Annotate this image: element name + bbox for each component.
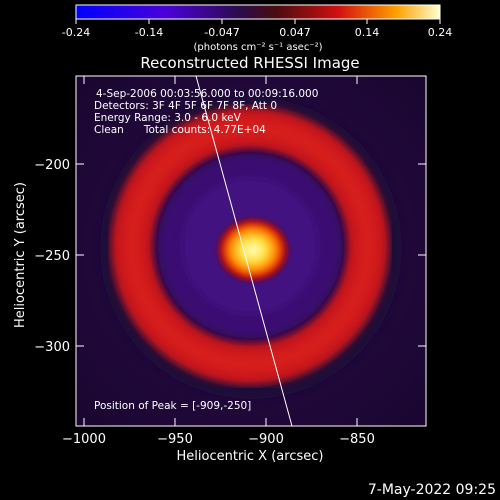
footer-timestamp: 7-May-2022 09:25 xyxy=(368,482,496,498)
peak-position: Position of Peak = [-909,-250] xyxy=(94,400,251,412)
annotation-energy: Energy Range: 3.0 - 6.0 keV xyxy=(94,112,242,124)
x-tick-label: −900 xyxy=(248,432,284,447)
colorbar-tick-label: -0.14 xyxy=(135,26,163,39)
x-tick-label: −950 xyxy=(157,432,193,447)
colorbar-ticks xyxy=(75,19,441,24)
plot-title: Reconstructed RHESSI Image xyxy=(140,54,359,72)
x-tick-label: −1000 xyxy=(62,432,106,447)
solar-image xyxy=(76,76,426,426)
emission-peak xyxy=(217,218,289,282)
y-axis-ticks xyxy=(76,163,426,347)
colorbar-units: (photons cm⁻² s⁻¹ asec⁻²) xyxy=(193,42,322,53)
annotation-time: 4-Sep-2006 00:03:56.000 to 00:09:16.000 xyxy=(96,88,318,100)
annotation-counts: Clean Total counts: 4.77E+04 xyxy=(94,124,266,136)
plot-frame xyxy=(75,75,427,427)
solar-limb-line xyxy=(195,76,293,426)
y-tick-label: −200 xyxy=(34,158,70,173)
colorbar-tick-label: -0.24 xyxy=(62,26,90,39)
colorbar: -0.24 -0.14 -0.047 0.047 0.14 0.24 (phot… xyxy=(62,4,453,53)
y-tick-label: −300 xyxy=(34,340,70,355)
colorbar-gradient xyxy=(75,4,441,20)
x-tick-label: −850 xyxy=(339,432,375,447)
annotation-detectors: Detectors: 3F 4F 5F 6F 7F 8F, Att 0 xyxy=(94,100,277,112)
x-axis-title: Heliocentric X (arcsec) xyxy=(177,449,324,464)
colorbar-tick-label: 0.14 xyxy=(355,26,380,39)
y-tick-label: −250 xyxy=(34,249,70,264)
colorbar-tick-label: 0.047 xyxy=(279,26,311,39)
y-axis-title: Heliocentric Y (arcsec) xyxy=(13,182,28,328)
colorbar-tick-label: 0.24 xyxy=(428,26,453,39)
colorbar-tick-label: -0.047 xyxy=(204,26,239,39)
x-axis-ticks xyxy=(83,76,358,426)
